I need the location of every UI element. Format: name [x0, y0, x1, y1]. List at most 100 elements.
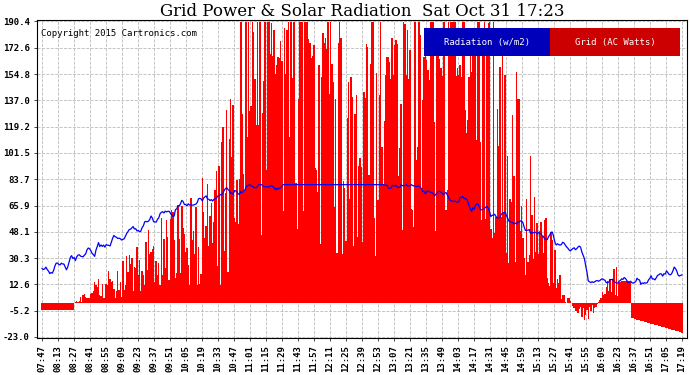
Bar: [581, 303, 582, 317]
Bar: [446, 190, 448, 303]
Bar: [337, 43, 339, 303]
Bar: [489, 22, 491, 303]
Bar: [573, 303, 575, 308]
Bar: [284, 28, 285, 303]
Bar: [654, 303, 656, 325]
Bar: [476, 141, 477, 303]
Bar: [364, 98, 366, 303]
Bar: [462, 22, 463, 303]
Bar: [642, 303, 643, 321]
Bar: [41, 303, 43, 310]
Bar: [340, 38, 342, 303]
Bar: [481, 220, 482, 303]
Bar: [300, 22, 302, 303]
Bar: [672, 303, 673, 330]
Bar: [136, 247, 138, 303]
Bar: [231, 157, 233, 303]
Bar: [448, 22, 449, 303]
Bar: [470, 30, 471, 303]
Bar: [442, 76, 443, 303]
Bar: [453, 22, 454, 303]
Bar: [563, 295, 564, 303]
Bar: [381, 147, 382, 303]
Bar: [506, 156, 509, 303]
Bar: [671, 303, 672, 330]
Bar: [145, 242, 147, 303]
Text: Grid (AC Watts): Grid (AC Watts): [575, 38, 656, 47]
Bar: [624, 281, 625, 303]
Bar: [319, 244, 321, 303]
Bar: [546, 278, 548, 303]
Bar: [569, 297, 570, 303]
Bar: [494, 232, 495, 303]
Bar: [399, 148, 400, 303]
Bar: [511, 202, 512, 303]
Bar: [666, 303, 667, 328]
Bar: [633, 303, 634, 318]
Bar: [366, 44, 367, 303]
Bar: [167, 237, 168, 303]
Bar: [306, 22, 307, 303]
Bar: [635, 303, 636, 319]
Bar: [362, 242, 364, 303]
Bar: [533, 259, 534, 303]
Bar: [635, 303, 636, 319]
Bar: [182, 228, 184, 303]
Bar: [631, 303, 633, 318]
Bar: [590, 303, 591, 311]
Bar: [179, 239, 180, 303]
Bar: [279, 57, 280, 303]
Bar: [75, 302, 76, 303]
Bar: [411, 209, 412, 303]
Bar: [230, 99, 231, 303]
Bar: [491, 238, 493, 303]
Bar: [560, 274, 561, 303]
Bar: [46, 303, 48, 310]
Bar: [653, 303, 654, 324]
Bar: [578, 303, 579, 313]
Bar: [622, 281, 624, 303]
Bar: [575, 303, 576, 311]
Bar: [449, 29, 451, 303]
Bar: [551, 28, 680, 57]
Bar: [480, 142, 482, 303]
Bar: [377, 200, 379, 303]
Bar: [55, 303, 57, 310]
Bar: [639, 303, 640, 320]
Bar: [582, 303, 584, 308]
Bar: [71, 303, 72, 310]
Bar: [67, 303, 68, 310]
Bar: [427, 70, 428, 303]
Bar: [149, 254, 150, 303]
Bar: [439, 59, 440, 303]
Bar: [428, 80, 430, 303]
Bar: [59, 303, 61, 310]
Bar: [660, 303, 662, 327]
Bar: [497, 146, 500, 303]
Bar: [529, 255, 530, 303]
Bar: [222, 127, 224, 303]
Bar: [417, 147, 418, 303]
Bar: [101, 284, 103, 303]
Bar: [549, 286, 551, 303]
Bar: [651, 303, 652, 324]
Bar: [130, 264, 131, 303]
Bar: [354, 114, 355, 303]
Bar: [593, 303, 594, 313]
Bar: [245, 22, 246, 303]
Bar: [513, 176, 515, 303]
Bar: [267, 22, 268, 303]
Bar: [200, 274, 201, 303]
Bar: [444, 22, 445, 303]
Bar: [457, 68, 458, 303]
Bar: [664, 303, 666, 328]
Bar: [212, 243, 213, 303]
Bar: [675, 303, 676, 331]
Bar: [607, 281, 608, 303]
Bar: [64, 303, 66, 310]
Bar: [676, 303, 678, 331]
Bar: [484, 22, 485, 303]
Bar: [345, 242, 346, 303]
Bar: [386, 57, 388, 303]
Bar: [517, 99, 518, 303]
